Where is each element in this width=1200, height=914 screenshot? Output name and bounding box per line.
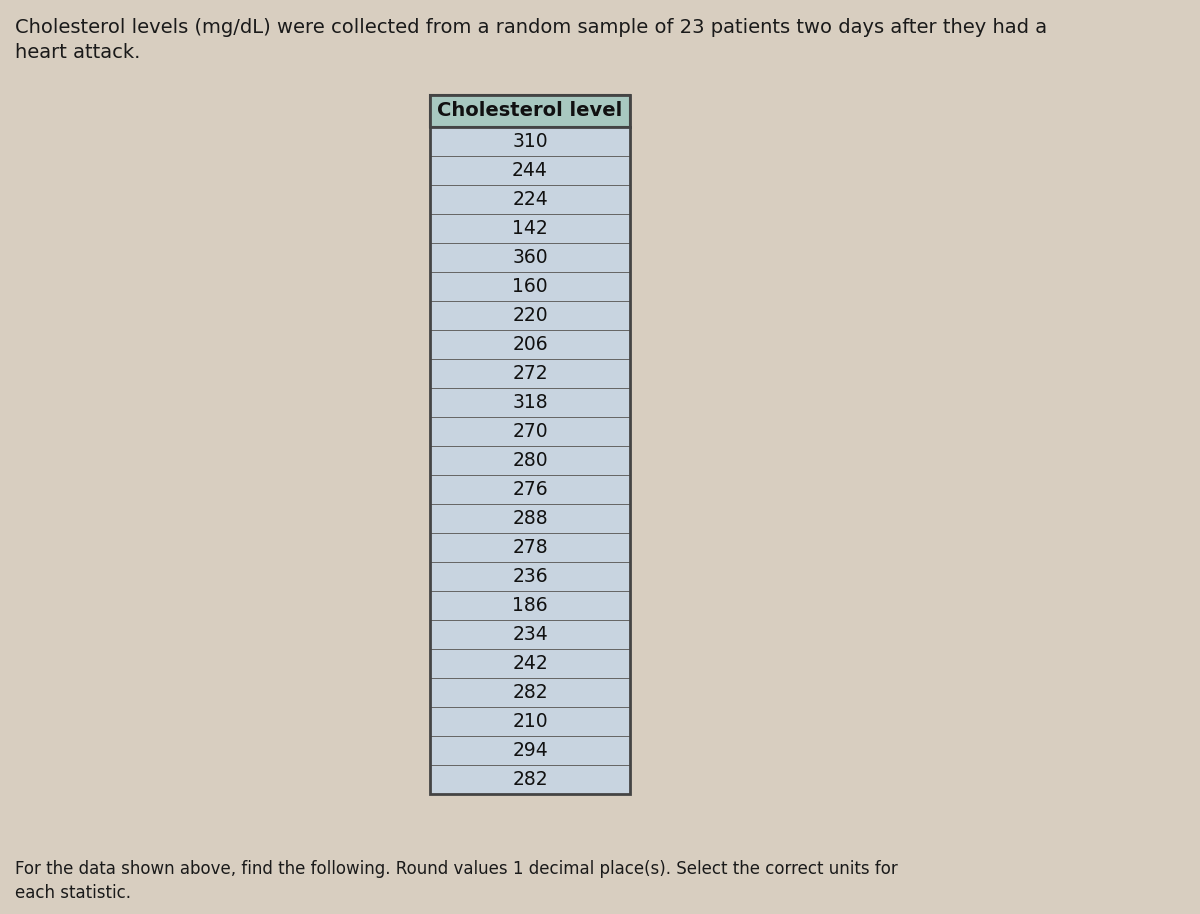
Text: 294: 294 — [512, 741, 548, 760]
Bar — [430, 562, 630, 591]
Text: 272: 272 — [512, 364, 548, 383]
Bar — [430, 504, 630, 533]
Bar — [430, 678, 630, 707]
Text: 186: 186 — [512, 596, 548, 615]
Bar — [430, 359, 630, 388]
Text: 244: 244 — [512, 161, 548, 180]
Text: 206: 206 — [512, 335, 548, 354]
Bar — [430, 446, 630, 475]
Bar — [430, 127, 630, 156]
Bar — [430, 301, 630, 330]
Text: 310: 310 — [512, 132, 548, 151]
Bar — [430, 156, 630, 185]
Text: 242: 242 — [512, 654, 548, 673]
Text: 270: 270 — [512, 422, 548, 441]
Text: 236: 236 — [512, 567, 548, 586]
Bar — [430, 417, 630, 446]
Text: 282: 282 — [512, 770, 548, 789]
Bar — [430, 736, 630, 765]
Text: 288: 288 — [512, 509, 548, 528]
Text: 210: 210 — [512, 712, 548, 731]
Text: 276: 276 — [512, 480, 548, 499]
Text: Cholesterol levels (mg/dL) were collected from a random sample of 23 patients tw: Cholesterol levels (mg/dL) were collecte… — [14, 18, 1048, 62]
Bar — [430, 620, 630, 649]
Bar — [430, 388, 630, 417]
Text: For the data shown above, find the following. Round values 1 decimal place(s). S: For the data shown above, find the follo… — [14, 860, 898, 902]
Bar — [430, 707, 630, 736]
Bar — [430, 272, 630, 301]
Text: 142: 142 — [512, 219, 548, 238]
Text: 278: 278 — [512, 538, 548, 557]
Bar — [430, 185, 630, 214]
Bar — [430, 591, 630, 620]
Text: 160: 160 — [512, 277, 548, 296]
Bar — [430, 95, 630, 127]
Text: 220: 220 — [512, 306, 548, 325]
Bar — [430, 214, 630, 243]
Bar — [430, 243, 630, 272]
Bar — [430, 475, 630, 504]
Text: 224: 224 — [512, 190, 548, 209]
Text: 234: 234 — [512, 625, 548, 644]
Text: 282: 282 — [512, 683, 548, 702]
Text: Cholesterol level: Cholesterol level — [437, 101, 623, 121]
Text: 360: 360 — [512, 248, 548, 267]
Text: 318: 318 — [512, 393, 548, 412]
Bar — [430, 330, 630, 359]
Bar — [430, 533, 630, 562]
Bar — [430, 649, 630, 678]
Bar — [430, 95, 630, 794]
Bar — [430, 765, 630, 794]
Text: 280: 280 — [512, 451, 548, 470]
